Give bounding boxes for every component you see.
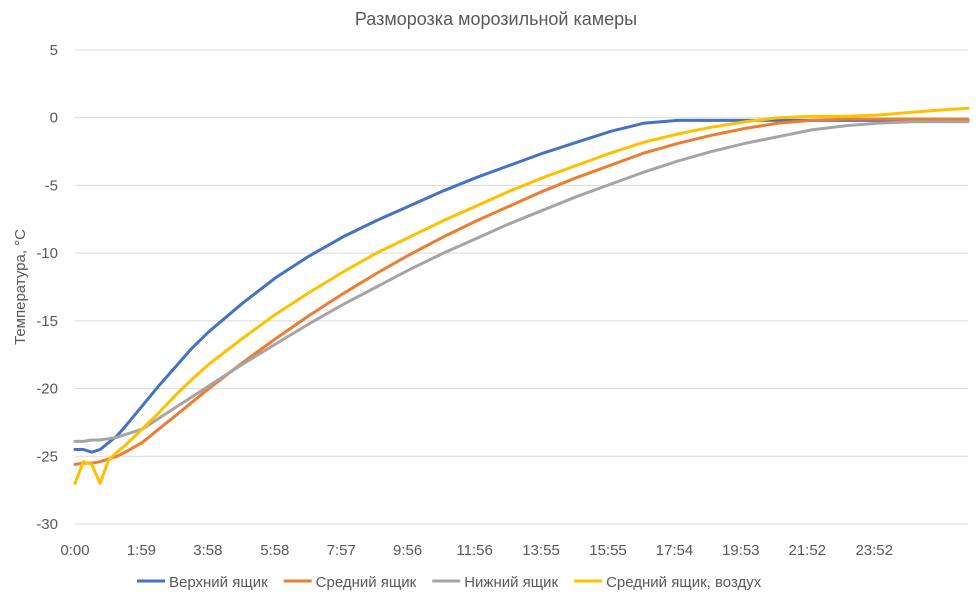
x-tick-label: 11:56 [456, 542, 492, 559]
legend-label: Средний ящик [316, 574, 417, 591]
y-tick-label: -20 [36, 381, 58, 398]
series-line-4 [73, 106, 970, 485]
x-tick-label: 1:59 [127, 542, 156, 559]
y-tick-label: -10 [36, 245, 58, 262]
series-lines [73, 106, 970, 485]
x-tick-label: 7:57 [327, 542, 356, 559]
y-tick-label: -15 [36, 313, 58, 330]
y-axis-label: Температура, °C [12, 229, 29, 345]
series-line-3 [73, 120, 970, 443]
y-tick-label: -5 [45, 177, 58, 194]
y-axis-ticks: 5 0 -5 -10 -15 -20 -25 -30 [36, 42, 58, 533]
series-line-2 [73, 117, 970, 466]
x-tick-label: 21:52 [788, 542, 826, 559]
x-tick-label: 5:58 [260, 542, 289, 559]
x-tick-label: 23:52 [855, 542, 893, 559]
x-tick-label: 9:56 [393, 542, 422, 559]
legend-label: Верхний ящик [169, 574, 268, 591]
legend-label: Средний ящик, воздух [606, 574, 762, 591]
x-tick-label: 15:55 [589, 542, 627, 559]
y-tick-label: -30 [36, 516, 58, 533]
y-tick-label: -25 [36, 448, 58, 465]
y-tick-label: 0 [50, 110, 58, 127]
x-tick-label: 17:54 [656, 542, 694, 559]
legend: Верхний ящик Средний ящик Нижний ящик Средн… [137, 574, 762, 591]
chart-title: Разморозка морозильной камеры [355, 9, 637, 29]
x-tick-label: 13:55 [522, 542, 560, 559]
legend-label: Нижний ящик [464, 574, 558, 591]
y-tick-label: 5 [50, 42, 58, 59]
x-tick-label: 0:00 [60, 542, 89, 559]
x-tick-label: 19:53 [722, 542, 760, 559]
series-line-1 [73, 118, 970, 454]
x-tick-label: 3:58 [193, 542, 222, 559]
x-axis-ticks: 0:00 1:59 3:58 5:58 7:57 9:56 11:56 13:55 15:55 1… [60, 542, 893, 559]
